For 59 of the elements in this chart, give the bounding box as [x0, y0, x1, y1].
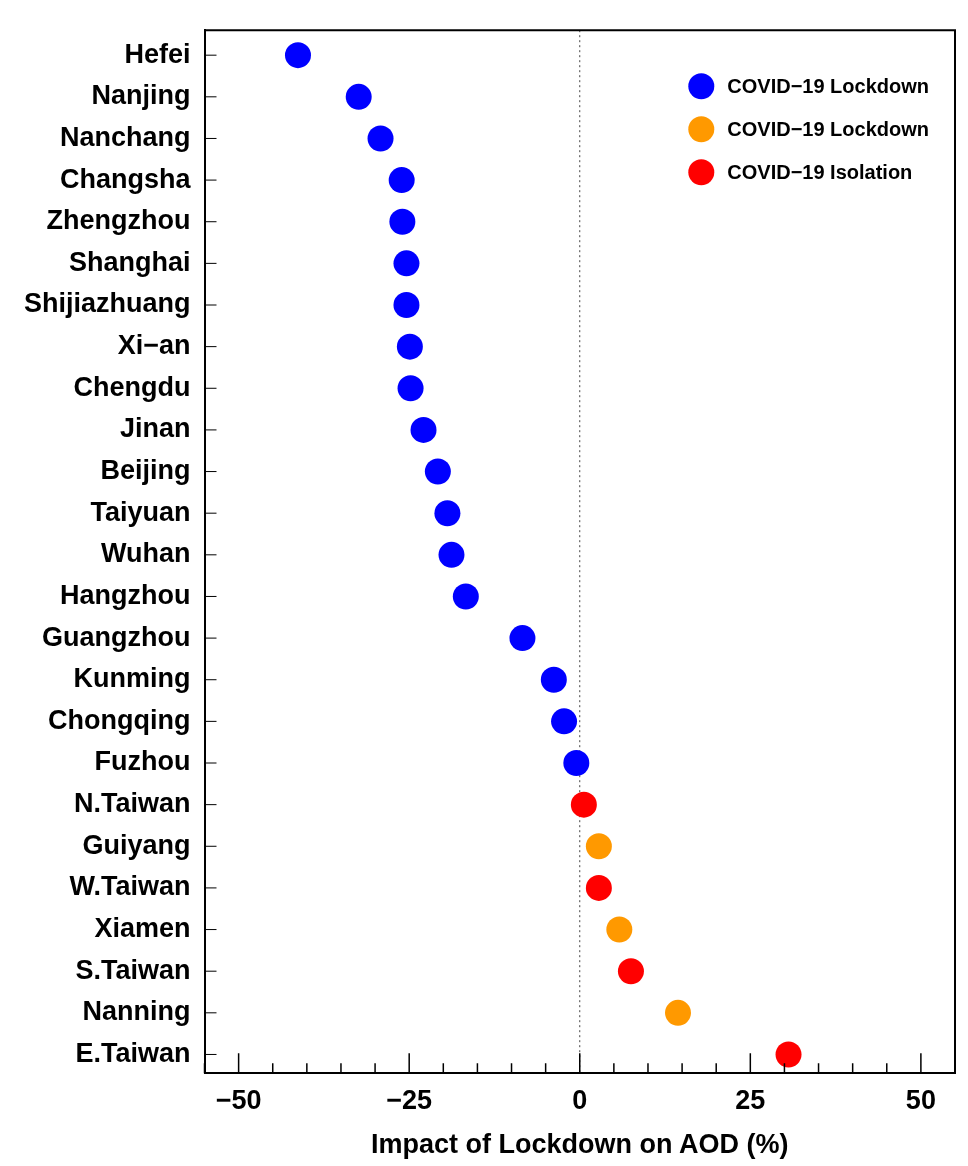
y-tick-label: Taiyuan [90, 496, 191, 527]
y-tick-label: Chengdu [73, 371, 191, 402]
point [570, 791, 597, 818]
y-tick-label: Chongqing [48, 704, 191, 735]
point [775, 1041, 802, 1068]
legend-label: COVID−19 Lockdown [727, 74, 930, 97]
point [551, 708, 578, 735]
y-tick-label: Nanchang [59, 121, 191, 152]
point [540, 666, 567, 693]
y-tick-label: S.Taiwan [75, 954, 191, 985]
point [585, 833, 612, 860]
point [389, 208, 416, 235]
point [397, 375, 424, 402]
point [434, 500, 461, 527]
y-tick-label: E.Taiwan [75, 1037, 191, 1068]
y-tick-label: Guangzhou [42, 621, 191, 652]
y-tick-label: Nanning [82, 996, 191, 1027]
point [585, 874, 612, 901]
y-tick-label: Guiyang [82, 829, 191, 860]
point [388, 167, 415, 194]
point [410, 416, 437, 443]
point [396, 333, 423, 360]
y-tick-label: Shanghai [68, 246, 191, 277]
y-tick-label: Xi−an [117, 330, 191, 361]
legend-label: COVID−19 Lockdown [727, 117, 930, 140]
y-tick-label: W.Taiwan [69, 871, 191, 902]
y-tick-label: Kunming [73, 663, 191, 694]
y-tick-label: Hefei [124, 38, 191, 69]
x-axis-title: Impact of Lockdown on AOD (%) [371, 1129, 789, 1160]
point [284, 42, 311, 69]
y-tick-label: Shijiazhuang [23, 288, 191, 319]
y-tick-label: Beijing [100, 455, 191, 485]
point [606, 916, 633, 943]
point [617, 958, 644, 985]
point [367, 125, 394, 152]
y-tick-label: Zhengzhou [46, 205, 191, 236]
x-tick-label: 0 [572, 1084, 588, 1115]
point [345, 83, 372, 110]
point [509, 625, 536, 652]
point [393, 250, 420, 277]
point [438, 541, 465, 568]
y-tick-label: Xiamen [94, 913, 191, 944]
y-tick-label: N.Taiwan [73, 788, 191, 819]
point [452, 583, 479, 610]
y-tick-label: Hangzhou [60, 579, 191, 610]
legend-label: COVID−19 Isolation [727, 160, 913, 183]
x-tick-label: −50 [215, 1084, 262, 1115]
point [424, 458, 451, 485]
x-tick-label: 25 [735, 1084, 766, 1115]
point [393, 292, 420, 318]
y-tick-label: Fuzhou [94, 746, 191, 777]
y-tick-label: Wuhan [101, 538, 191, 569]
x-tick-label: 50 [905, 1084, 936, 1115]
y-tick-label: Changsha [59, 163, 192, 194]
x-tick-label: −25 [386, 1084, 433, 1115]
point [665, 999, 691, 1026]
y-tick-label: Nanjing [91, 80, 191, 111]
y-tick-label: Jinan [119, 413, 191, 444]
point [563, 750, 590, 777]
